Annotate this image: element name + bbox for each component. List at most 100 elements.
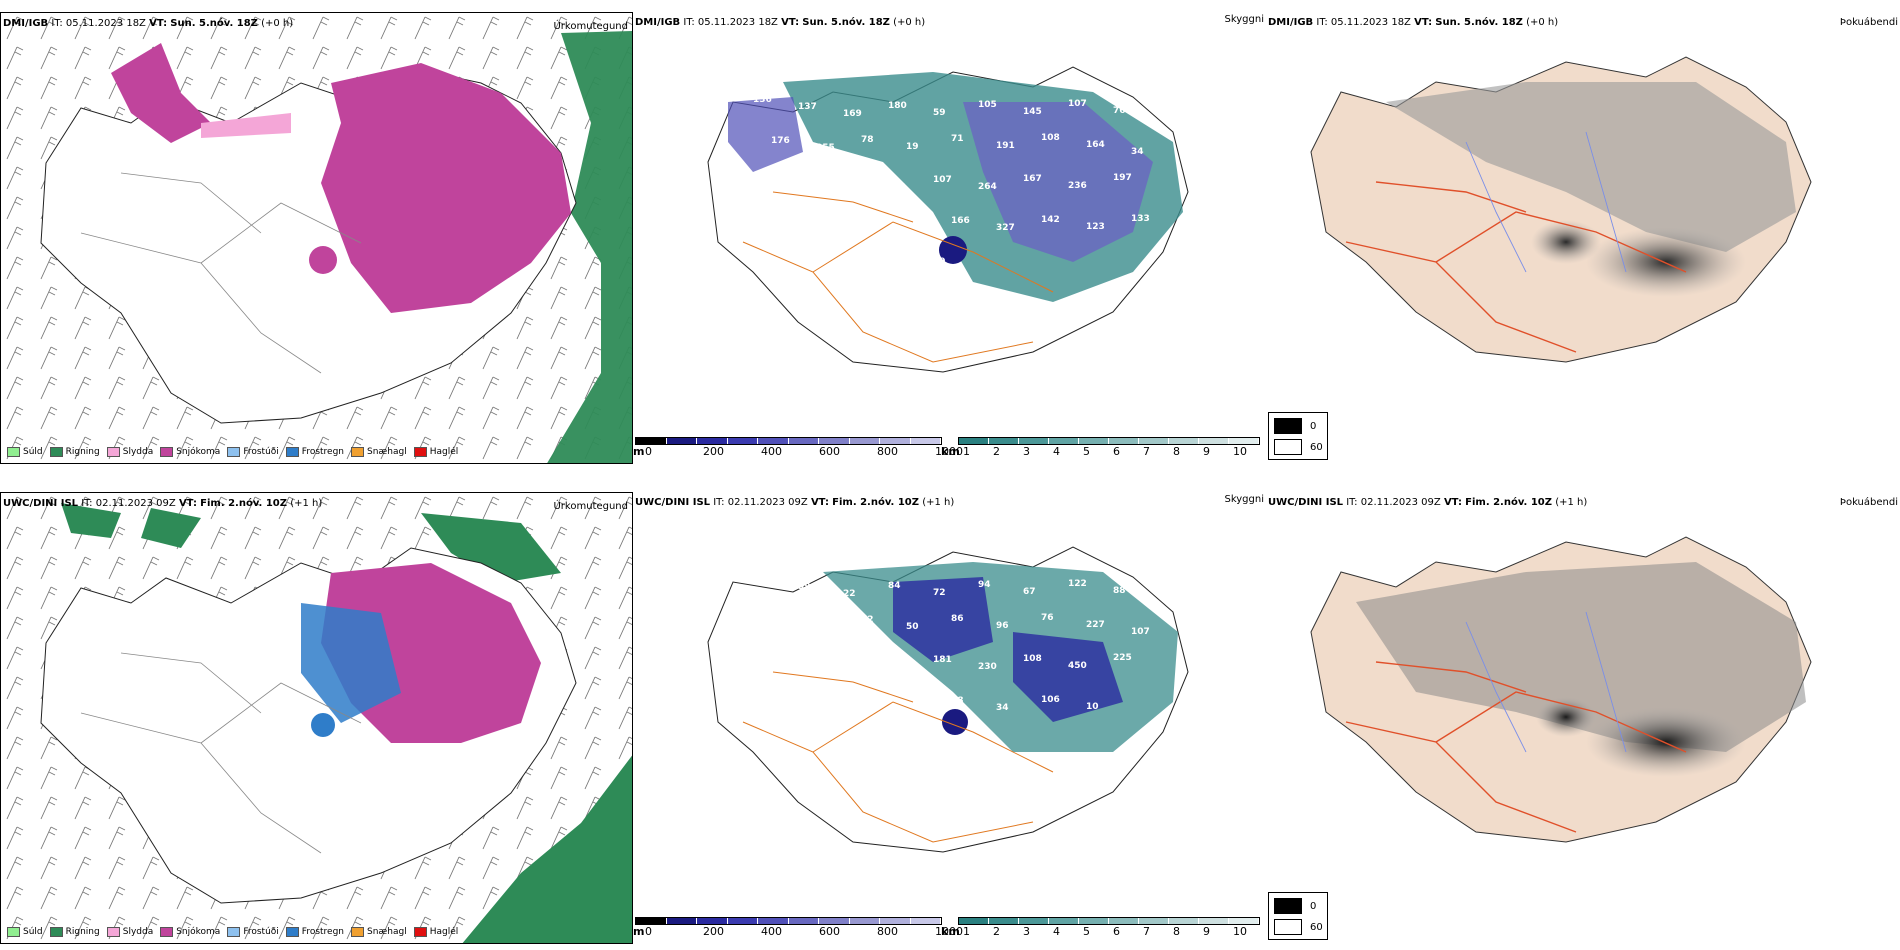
precip-type-panel-row2: UWC/DINI ISL IT: 02.11.2023 09Z VT: Fim.… <box>0 492 633 944</box>
scale-ticks-m-row2: m 0 200 400 600 800 1000 <box>633 925 963 939</box>
unit-m: m <box>633 925 645 938</box>
legend-swatch <box>413 447 427 457</box>
unit-km: km <box>941 445 960 458</box>
tick-km: 6 <box>1113 445 1120 458</box>
legend-label: Frostúði <box>243 447 279 457</box>
legend-item-0: Súld <box>7 927 43 937</box>
header-row2-precip: UWC/DINI ISL IT: 02.11.2023 09Z VT: Fim.… <box>3 498 323 509</box>
legend-swatch <box>49 447 63 457</box>
visibility-label: 107 <box>1131 627 1150 637</box>
visibility-label: 180 <box>888 101 907 111</box>
legend-swatch <box>106 447 120 457</box>
visibility-spot <box>939 236 967 264</box>
precip-map-row2 <box>1 493 632 943</box>
legend-swatch <box>351 927 365 937</box>
fog-label-60: 60 <box>1310 441 1323 453</box>
visibility-label: 76 <box>1113 106 1126 116</box>
precip-type-panel-row1: DMI/IGB IT: 05.11.2023 18Z VT: Sun. 5.nó… <box>0 12 633 464</box>
tick-km: 7 <box>1143 445 1150 458</box>
visibility-label: 144 <box>843 258 862 268</box>
visibility-label: 366 <box>861 217 880 227</box>
visibility-scale-km-row1 <box>958 437 1260 445</box>
tick-km: 3 <box>1023 445 1030 458</box>
visibility-label: 92 <box>888 663 901 673</box>
legend-item-3: Snjókoma <box>160 927 220 937</box>
visibility-label: 34 <box>1131 147 1144 157</box>
visibility-label: 68 <box>951 696 964 706</box>
unit-km: km <box>941 925 960 938</box>
visibility-label: 225 <box>1113 653 1132 663</box>
scale-ticks-km-row1: km 1 2 3 4 5 6 7 8 9 10 <box>941 445 1266 459</box>
fog-swatch-60 <box>1274 919 1302 935</box>
unit-m: m <box>633 445 645 458</box>
fog-label-0: 0 <box>1310 420 1317 432</box>
tick-m: 800 <box>877 445 898 458</box>
visibility-label: 94 <box>978 580 991 590</box>
snow-area-northeast <box>321 63 571 313</box>
tick-m: 1000 <box>935 445 963 458</box>
visibility-label: 213 <box>753 177 772 187</box>
fog-legend-row2: 0 60 <box>1268 892 1328 940</box>
visibility-panel-row1: 136 137 169 180 59 105 145 107 76 176 255 78 19 71 191… <box>633 12 1266 464</box>
visibility-label: 327 <box>996 223 1015 233</box>
visibility-label: 105 <box>978 100 997 110</box>
tick-km: 10 <box>1233 445 1247 458</box>
visibility-label: 167 <box>1023 174 1042 184</box>
tick-km: 8 <box>1173 445 1180 458</box>
tick-km: 3 <box>1023 925 1030 938</box>
fog-label-60: 60 <box>1310 921 1323 933</box>
panel-title-visibility-row2: Skyggni <box>1224 494 1264 505</box>
visibility-label: 106 <box>1041 695 1060 705</box>
tick-m: 0 <box>645 925 652 938</box>
fog-shade-north <box>1386 82 1796 252</box>
legend-item-6: Snæhagl <box>351 927 407 937</box>
legend-item-3: Snjókoma <box>160 447 220 457</box>
visibility-label: 108 <box>1041 133 1060 143</box>
visibility-shade-west <box>728 97 803 172</box>
legend-item-4: Frostúði <box>227 447 279 457</box>
legend-swatch <box>351 447 365 457</box>
tick-km: 1 <box>963 445 970 458</box>
fog-core-east <box>1586 707 1746 777</box>
visibility-label: 74 <box>816 690 829 700</box>
legend-swatch <box>413 927 427 937</box>
visibility-label: 38 <box>753 575 766 585</box>
visibility-label: 133 <box>1131 214 1150 224</box>
visibility-label: 25 <box>888 250 901 260</box>
visibility-label: 108 <box>1023 654 1042 664</box>
header-row1-fog: DMI/IGB IT: 05.11.2023 18Z VT: Sun. 5.nó… <box>1268 17 1559 28</box>
visibility-label: 71 <box>951 134 964 144</box>
tick-km: 4 <box>1053 445 1060 458</box>
legend-label: Haglél <box>429 447 459 457</box>
fog-swatch-0 <box>1274 418 1302 434</box>
visibility-label: 136 <box>753 95 772 105</box>
visibility-scale-m-row2 <box>635 917 942 925</box>
visibility-label: 181 <box>933 655 952 665</box>
visibility-label: 203 <box>753 259 772 269</box>
header-row2-fog: UWC/DINI ISL IT: 02.11.2023 09Z VT: Fim.… <box>1268 497 1588 508</box>
precip-legend-row2: Súld Rigning Slydda Snjókoma Frostúði Frostre… <box>7 927 458 937</box>
visibility-label: 69 <box>933 257 946 267</box>
tick-km: 7 <box>1143 925 1150 938</box>
tick-km: 5 <box>1083 925 1090 938</box>
tick-m: 600 <box>819 925 840 938</box>
legend-label: Slydda <box>122 927 154 937</box>
visibility-label: 142 <box>1041 215 1060 225</box>
tick-km: 2 <box>993 445 1000 458</box>
snow-area-northwest <box>111 43 211 143</box>
visibility-label: 137 <box>798 102 817 112</box>
legend-swatch <box>7 927 20 937</box>
visibility-label: 10 <box>1086 702 1099 712</box>
fog-map-row2 <box>1310 536 1812 843</box>
legend-swatch <box>106 927 120 937</box>
fog-panel-row1: DMI/IGB IT: 05.11.2023 18Z VT: Sun. 5.nó… <box>1266 12 1900 464</box>
legend-item-1: Rigning <box>49 447 100 457</box>
visibility-label: 138 <box>753 657 772 667</box>
tick-m: 1000 <box>935 925 963 938</box>
visibility-label: 197 <box>1113 173 1132 183</box>
legend-swatch <box>285 447 299 457</box>
visibility-label: 169 <box>843 109 862 119</box>
tick-m: 0 <box>645 445 652 458</box>
legend-label: Súld <box>23 927 43 937</box>
tick-km: 9 <box>1203 445 1210 458</box>
